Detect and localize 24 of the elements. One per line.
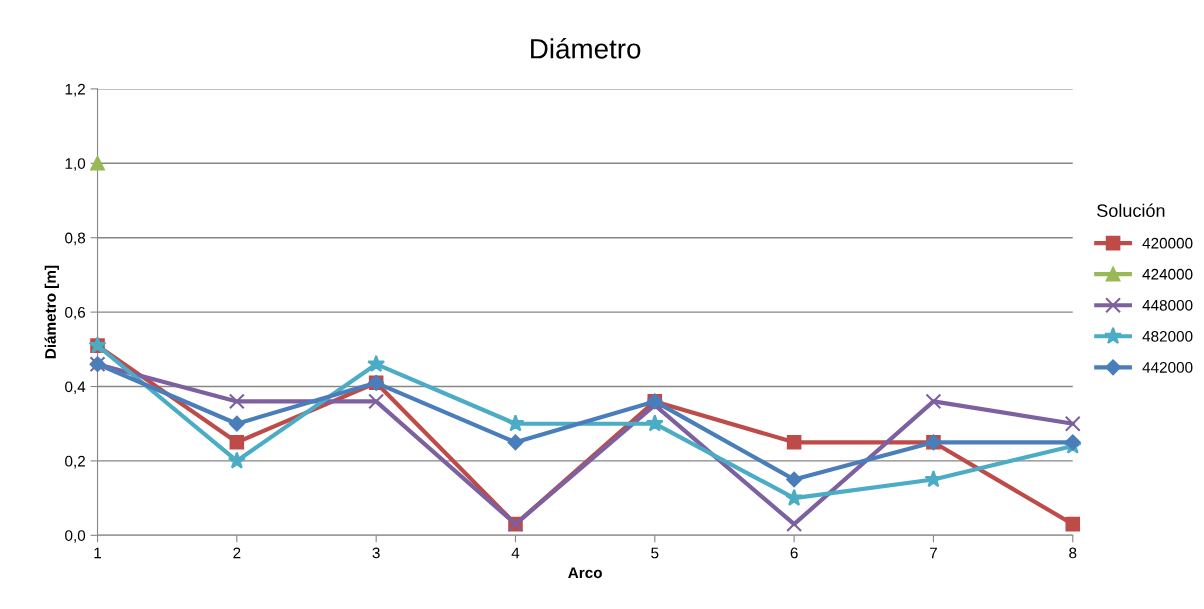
y-tick-label: 0,6 bbox=[65, 306, 86, 320]
legend-label: 420000 bbox=[1142, 237, 1193, 249]
legend-label: 482000 bbox=[1142, 330, 1193, 342]
x-tick-label: 3 bbox=[372, 547, 380, 559]
x-tick-label: 8 bbox=[1069, 547, 1077, 559]
x-tick-label: 1 bbox=[94, 547, 102, 559]
y-tick-label: 0,8 bbox=[65, 232, 86, 246]
x-tick-label: 5 bbox=[651, 547, 659, 559]
legend-label: 424000 bbox=[1142, 268, 1193, 280]
y-axis-title: Diámetro [m] bbox=[44, 265, 59, 359]
x-tick-label: 2 bbox=[233, 547, 241, 559]
legend-label: 442000 bbox=[1142, 361, 1193, 373]
y-tick-label: 1,0 bbox=[65, 158, 86, 171]
x-axis-title: Arco bbox=[568, 567, 602, 579]
legend-label: 448000 bbox=[1142, 299, 1193, 311]
y-tick-label: 0,2 bbox=[65, 455, 85, 469]
y-tick-label: 1,2 bbox=[65, 83, 85, 97]
x-tick-label: 4 bbox=[511, 547, 520, 559]
y-tick-label: 0,0 bbox=[65, 530, 86, 543]
legend-title: Solución bbox=[1097, 203, 1165, 218]
x-tick-label: 7 bbox=[929, 547, 937, 559]
y-tick-label: 0,4 bbox=[65, 381, 86, 394]
x-tick-label: 6 bbox=[790, 547, 798, 559]
chart-title: Diámetro bbox=[531, 37, 641, 59]
